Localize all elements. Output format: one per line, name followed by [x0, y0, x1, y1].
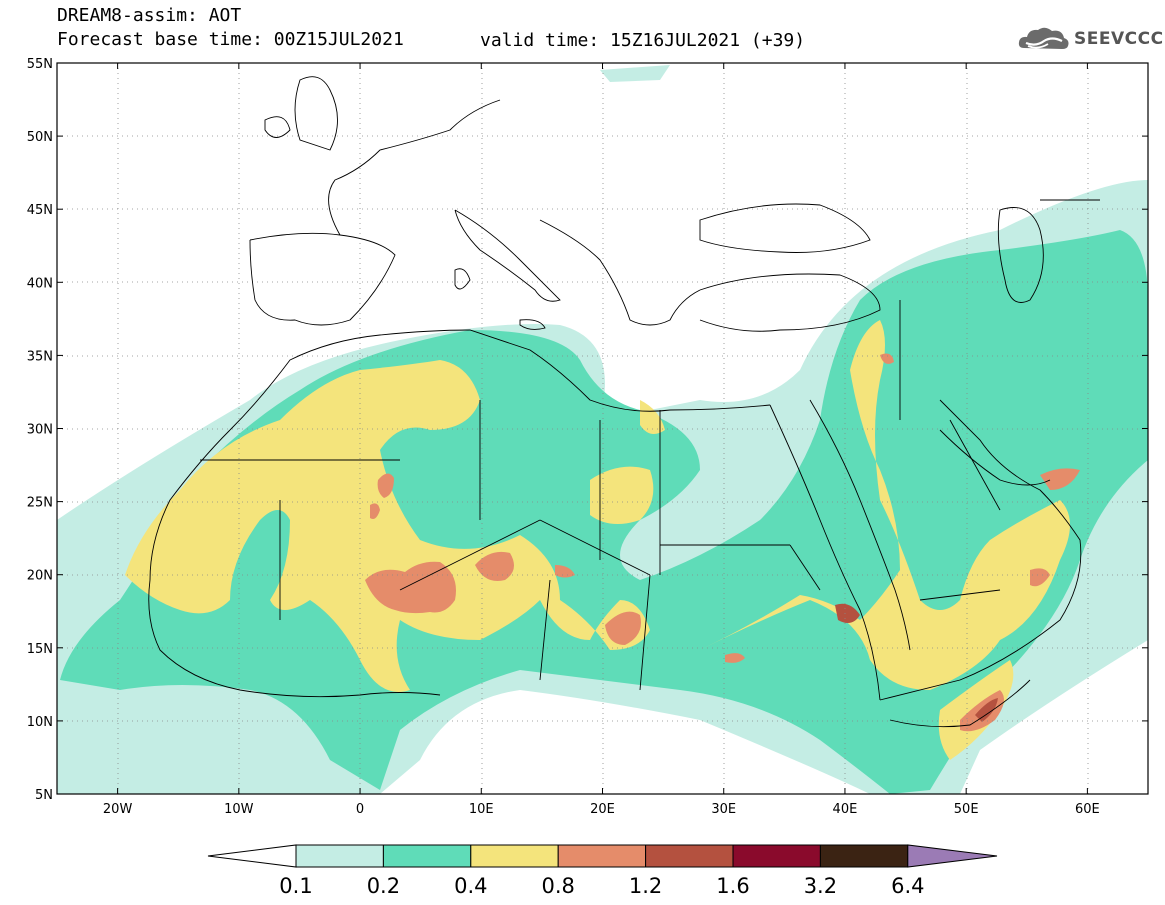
lon-label: 10W — [224, 802, 254, 817]
colorbar-box — [557, 844, 647, 868]
logo-text: SEEVCCC — [1074, 29, 1164, 49]
lon-axis: 20W 10W 0 10E 20E 30E 40E 50E 60E — [103, 63, 1100, 817]
colorbar-box — [470, 844, 559, 868]
lon-label: 60E — [1075, 802, 1100, 817]
seevccc-logo: SEEVCCC — [1018, 24, 1164, 54]
lat-label: 20N — [27, 569, 53, 584]
lon-label: 30E — [711, 802, 736, 817]
lon-label: 40E — [833, 802, 858, 817]
aot-band-1.2 — [835, 603, 998, 722]
lat-label: 55N — [27, 57, 53, 72]
forecast-base-time: Forecast base time: 00Z15JUL2021 — [57, 29, 404, 50]
lat-label: 10N — [27, 715, 53, 730]
map-title: DREAM8-assim: AOT — [57, 5, 242, 26]
aot-band-0.8 — [365, 353, 1080, 732]
lat-axis: 55N 50N 45N 40N 35N 30N 25N 20N 15N 10N 5N — [27, 57, 1148, 803]
lat-label: 35N — [27, 349, 53, 364]
colorbar-box — [819, 844, 909, 868]
colorbar-box — [382, 844, 472, 868]
lon-label: 0 — [356, 802, 364, 817]
lat-label: 45N — [27, 203, 53, 218]
lat-label: 30N — [27, 423, 53, 438]
colorbar-under-arrow — [207, 844, 297, 868]
colorbar-label: 6.4 — [891, 874, 924, 898]
lat-label: 40N — [27, 276, 53, 291]
lon-label: 10E — [469, 802, 494, 817]
graticule — [57, 63, 1148, 794]
colorbar-box — [295, 844, 384, 868]
lon-label: 50E — [954, 802, 979, 817]
colorbar-label: 0.8 — [541, 874, 574, 898]
valid-time: valid time: 15Z16JUL2021 (+39) — [480, 30, 806, 51]
colorbar-label: 0.2 — [367, 874, 400, 898]
colorbar-label: 3.2 — [804, 874, 837, 898]
colorbar-box — [732, 844, 821, 868]
lon-label: 20E — [590, 802, 615, 817]
colorbar-over-arrow — [907, 844, 998, 868]
cloud-icon — [1018, 27, 1069, 49]
aot-field — [57, 63, 1148, 794]
lon-label: 20W — [103, 802, 133, 817]
lat-label: 50N — [27, 130, 53, 145]
lat-label: 5N — [35, 788, 53, 803]
colorbar-label: 0.1 — [279, 874, 312, 898]
colorbar-box — [645, 844, 734, 868]
colorbar-label: 0.4 — [454, 874, 487, 898]
colorbar-label: 1.2 — [629, 874, 662, 898]
lat-label: 15N — [27, 642, 53, 657]
coastlines-borders — [148, 76, 1100, 728]
colorbar-label: 1.6 — [716, 874, 749, 898]
lat-label: 25N — [27, 496, 53, 511]
